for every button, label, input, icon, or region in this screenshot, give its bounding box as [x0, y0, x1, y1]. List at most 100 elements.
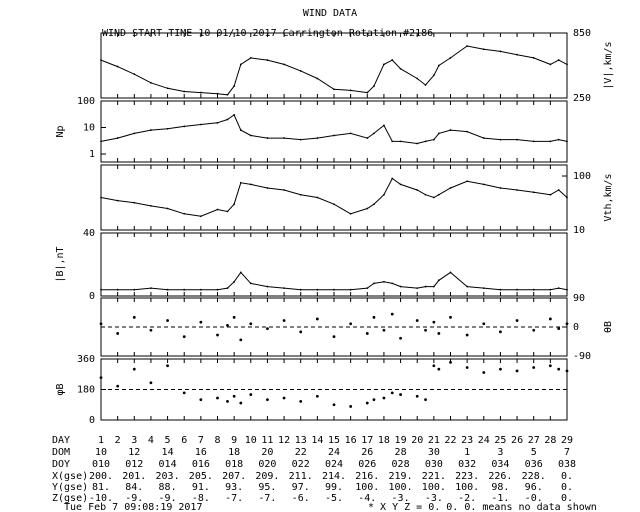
thermal-speed-point: [226, 210, 229, 213]
table-cell: 7: [198, 435, 204, 446]
field-latitude-panel: 90 0 -90 θB: [99, 293, 614, 362]
table-cell: -7.: [258, 493, 276, 504]
table-cell: 0.: [561, 482, 573, 493]
table-cell: 034: [491, 459, 509, 470]
table-cell: 14: [162, 447, 174, 458]
density-point: [424, 140, 427, 143]
magnetic-field-point: [383, 280, 385, 283]
density-frame: [100, 100, 568, 163]
table-cell: 18: [228, 447, 240, 458]
thermal-speed-point: [557, 189, 560, 191]
field-longitude-point: [449, 360, 452, 364]
table-cell: 97.: [292, 482, 310, 493]
table-cell: 221.: [422, 471, 446, 482]
field-longitude-point: [465, 366, 469, 369]
table-cell: 5: [531, 447, 537, 458]
field-latitude-point: [266, 327, 269, 331]
magnetic-field-point: [150, 287, 152, 290]
density-point: [239, 129, 242, 131]
density-point: [416, 142, 419, 145]
speed-point: [239, 63, 242, 66]
table-cell: 20: [411, 435, 423, 446]
field-longitude-point: [557, 367, 561, 371]
magnetic-field-point: [366, 287, 369, 290]
table-cell: 219.: [389, 471, 413, 482]
thermal-speed-point: [166, 207, 169, 210]
table-cell: 28: [395, 447, 407, 458]
thermal-speed-frame: [100, 164, 568, 231]
magnetic-field-point: [316, 288, 319, 291]
density-point: [482, 137, 485, 139]
table-cell: 18: [378, 435, 390, 446]
speed-point: [116, 65, 119, 68]
y-tick-label: 0: [89, 291, 95, 302]
speed-point: [416, 77, 419, 80]
table-cell: 25: [494, 435, 506, 446]
table-cell: 24: [478, 435, 490, 446]
field-latitude-point: [365, 332, 369, 335]
field-latitude-point: [182, 335, 186, 339]
speed-point: [333, 88, 335, 91]
thermal-speed-point: [383, 193, 385, 196]
thermal-speed-point: [100, 196, 102, 199]
field-latitude-point: [199, 320, 203, 324]
y-axis-label: Np: [55, 125, 66, 137]
field-longitude-point: [315, 394, 319, 398]
table-cell: 228.: [522, 471, 546, 482]
density-point: [183, 125, 186, 128]
field-latitude-point: [565, 322, 569, 326]
magnetic-field-point: [424, 285, 427, 288]
field-longitude-point: [432, 364, 436, 368]
table-cell: 81.: [92, 482, 110, 493]
table-cell: 5: [165, 435, 171, 446]
thermal-speed-point: [239, 181, 242, 184]
density-point: [333, 134, 335, 137]
table-cell: 024: [325, 459, 343, 470]
table-cell: 0.: [561, 471, 573, 482]
density-point: [399, 140, 402, 143]
field-longitude-point: [532, 366, 536, 369]
y-tick-label: 850: [573, 28, 591, 39]
y-axis-label: θB: [603, 321, 614, 333]
table-cell: 100.: [389, 482, 413, 493]
field-longitude-point: [390, 391, 394, 395]
table-cell: 22: [444, 435, 456, 446]
thermal-speed-point: [424, 193, 427, 196]
density-point: [373, 132, 375, 135]
y-axis-label: |B|,nT: [55, 246, 66, 282]
speed-point: [557, 59, 560, 61]
speed-point: [366, 91, 369, 94]
speed-point: [233, 85, 236, 87]
thermal-speed-point: [466, 180, 469, 183]
table-cell: 022: [292, 459, 310, 470]
table-cell: 11: [261, 435, 273, 446]
speed-point: [482, 48, 485, 51]
speed-frame: [100, 32, 568, 99]
table-cell: 018: [225, 459, 243, 470]
table-cell: 88.: [159, 482, 177, 493]
table-row-label: Z(gse): [52, 493, 88, 504]
table-cell: 1: [464, 447, 470, 458]
field-latitude-point: [349, 322, 353, 326]
table-cell: 8: [214, 435, 220, 446]
density-point: [466, 130, 469, 133]
table-cell: 28: [544, 435, 556, 446]
y-tick-label: 360: [77, 354, 95, 365]
field-latitude-point: [232, 315, 236, 319]
speed-point: [133, 73, 136, 76]
thermal-speed-point: [449, 187, 452, 189]
magnetic-field-point: [516, 288, 518, 291]
speed-point: [216, 92, 219, 95]
field-longitude-point: [232, 394, 236, 398]
field-latitude-point: [532, 328, 536, 332]
table-row-label: DAY: [52, 435, 70, 446]
table-cell: -5.: [325, 493, 343, 504]
table-cell: 1: [98, 435, 104, 446]
table-cell: -10.: [89, 493, 113, 504]
speed-point: [516, 53, 518, 56]
field-latitude-point: [299, 330, 303, 334]
table-cell: 201.: [122, 471, 146, 482]
thermal-speed-point: [133, 201, 136, 204]
density-point: [391, 140, 394, 143]
magnetic-field-point: [166, 288, 169, 291]
